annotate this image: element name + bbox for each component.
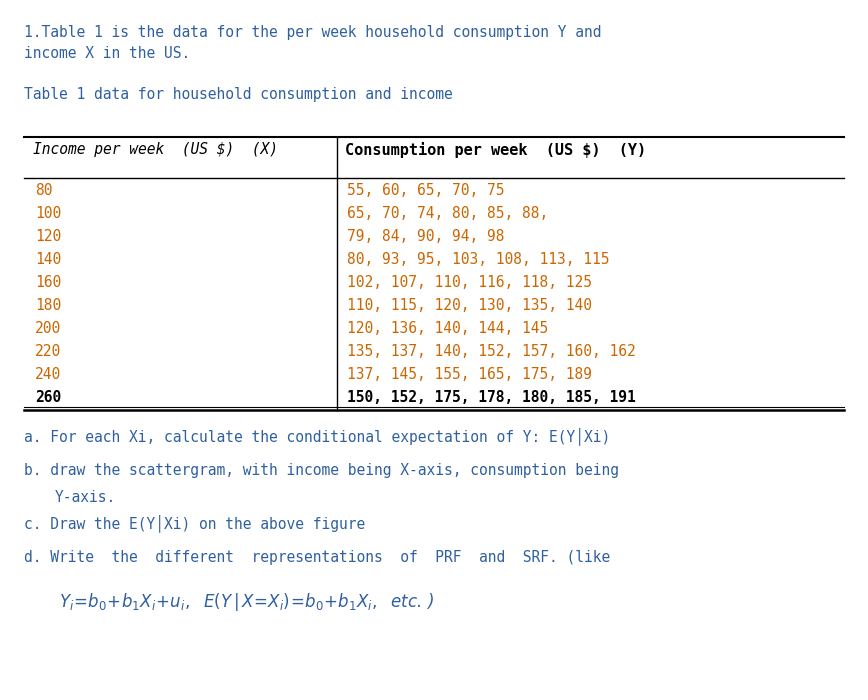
Text: 100: 100 [35,206,61,220]
Text: 80, 93, 95, 103, 108, 113, 115: 80, 93, 95, 103, 108, 113, 115 [347,252,609,267]
Text: Y-axis.: Y-axis. [55,490,116,505]
Text: 160: 160 [35,275,61,290]
Text: 150, 152, 175, 178, 180, 185, 191: 150, 152, 175, 178, 180, 185, 191 [347,391,636,405]
Text: 1.Table 1 is the data for the per week household consumption Y and: 1.Table 1 is the data for the per week h… [24,25,602,39]
Text: 140: 140 [35,252,61,267]
Text: Consumption per week  (US $)  (Y): Consumption per week (US $) (Y) [345,142,647,158]
Text: 65, 70, 74, 80, 85, 88,: 65, 70, 74, 80, 85, 88, [347,206,549,220]
Text: 180: 180 [35,298,61,313]
Text: Income per week  (US $)  (X): Income per week (US $) (X) [33,142,278,157]
Text: 120: 120 [35,229,61,244]
Text: 260: 260 [35,391,61,405]
Text: $Y_i\!=\!b_0\!+\!b_1X_i\!+\!u_i,$  $E(Y\,|\,X\!=\!X_i)\!=\!b_0\!+\!b_1X_i,$  etc: $Y_i\!=\!b_0\!+\!b_1X_i\!+\!u_i,$ $E(Y\,… [59,591,434,612]
Text: 55, 60, 65, 70, 75: 55, 60, 65, 70, 75 [347,183,504,197]
Text: 135, 137, 140, 152, 157, 160, 162: 135, 137, 140, 152, 157, 160, 162 [347,344,636,359]
Text: 80: 80 [35,183,52,197]
Text: 110, 115, 120, 130, 135, 140: 110, 115, 120, 130, 135, 140 [347,298,592,313]
Text: c. Draw the E(Y│Xi) on the above figure: c. Draw the E(Y│Xi) on the above figure [24,514,365,531]
Text: 79, 84, 90, 94, 98: 79, 84, 90, 94, 98 [347,229,504,244]
Text: 120, 136, 140, 144, 145: 120, 136, 140, 144, 145 [347,321,549,336]
Text: 220: 220 [35,344,61,359]
Text: a. For each Xi, calculate the conditional expectation of Y: E(Y│Xi): a. For each Xi, calculate the conditiona… [24,427,610,444]
Text: Table 1 data for household consumption and income: Table 1 data for household consumption a… [24,88,453,102]
Text: 200: 200 [35,321,61,336]
Text: 102, 107, 110, 116, 118, 125: 102, 107, 110, 116, 118, 125 [347,275,592,290]
Text: 240: 240 [35,368,61,382]
Text: income X in the US.: income X in the US. [24,46,191,60]
Text: b. draw the scattergram, with income being X-axis, consumption being: b. draw the scattergram, with income bei… [24,463,619,478]
Text: 137, 145, 155, 165, 175, 189: 137, 145, 155, 165, 175, 189 [347,368,592,382]
Text: d. Write  the  different  representations  of  PRF  and  SRF. (like: d. Write the different representations o… [24,550,610,565]
